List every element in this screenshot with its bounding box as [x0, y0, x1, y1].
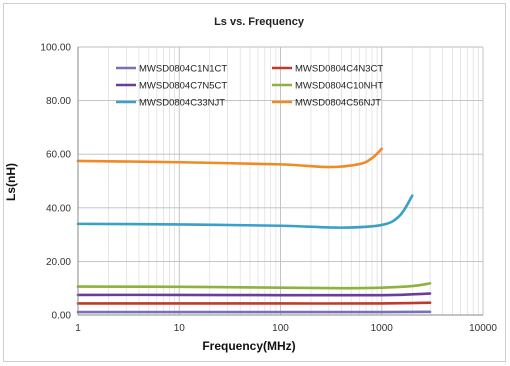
legend-label: MWSD0804C10NHT [295, 81, 383, 92]
chart-title: Ls vs. Frequency [214, 16, 305, 28]
y-tick-label: 40.00 [46, 203, 71, 214]
legend-label: MWSD0804C33NJT [139, 98, 225, 109]
series-line-5 [76, 147, 384, 169]
legend-label: MWSD0804C4N3CT [295, 64, 383, 75]
series-line-1 [76, 301, 432, 305]
x-tick-label: 10 [174, 323, 186, 334]
legend-label: MWSD0804C56NJT [295, 98, 381, 109]
series-line-3 [76, 282, 432, 290]
legend-label: MWSD0804C1N1CT [139, 64, 227, 75]
legend-label: MWSD0804C7N5CT [139, 81, 227, 92]
x-tick-label: 10000 [469, 323, 497, 334]
series-line-2 [76, 292, 432, 297]
series-line-4 [76, 194, 414, 229]
y-tick-label: 20.00 [46, 257, 71, 268]
series-lines [76, 147, 432, 314]
y-tick-label: 80.00 [46, 96, 71, 107]
y-tick-label: 0.00 [52, 311, 72, 322]
y-axis-title: Ls(nH) [4, 163, 18, 201]
x-tick-label: 1 [75, 323, 81, 334]
y-tick-label: 60.00 [46, 150, 71, 161]
grid [77, 46, 484, 316]
y-tick-label: 100.00 [40, 43, 71, 54]
x-tick-label: 1000 [371, 323, 394, 334]
legend: MWSD0804C1N1CT MWSD0804C4N3CT MWSD0804C7N5… [116, 64, 383, 109]
x-axis-title: Frequency(MHz) [202, 339, 295, 353]
axes: 1 10 100 1000 10000 0.00 20.00 40.00 60.00 80.00 1… [40, 43, 497, 335]
x-tick-label: 100 [272, 323, 289, 334]
